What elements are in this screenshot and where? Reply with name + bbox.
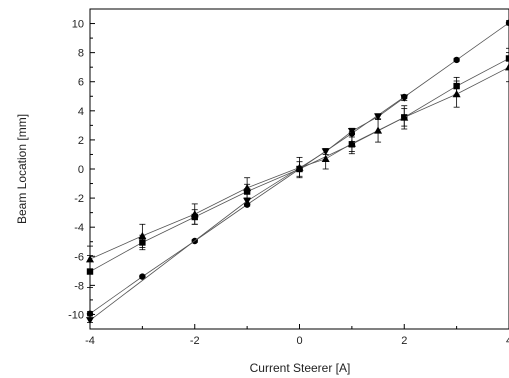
x-tick-label: -4	[85, 335, 95, 347]
x-axis: -4 -2 0 2 4	[85, 324, 509, 347]
marker-triangle-up	[400, 113, 409, 121]
y-tick-label: 2	[78, 135, 84, 147]
y-tick-label: -8	[74, 280, 84, 292]
marker-circle	[139, 273, 146, 280]
marker-triangle-up	[321, 154, 330, 163]
y-tick-label: -2	[74, 193, 84, 205]
series-line	[89, 97, 405, 321]
marker-triangle-up	[243, 183, 252, 192]
marker-triangle-up	[347, 139, 356, 147]
marker-circle	[86, 310, 94, 317]
y-tick-label: 10	[72, 19, 84, 31]
y-tick-label: -10	[68, 309, 84, 321]
marker-square	[505, 55, 509, 62]
x-tick-label: 2	[401, 335, 407, 347]
y-tick-label: 4	[78, 106, 84, 118]
marker-triangle-up	[295, 163, 304, 171]
marker-triangle-down	[374, 113, 383, 121]
marker-triangle-down	[86, 317, 94, 325]
series-triangle-down	[86, 94, 409, 325]
series-triangle-up	[86, 52, 509, 273]
marker-triangle-up	[138, 231, 147, 240]
marker-triangle-up	[374, 126, 383, 134]
marker-triangle-down	[243, 197, 252, 205]
marker-circle	[505, 19, 509, 27]
series-layer	[86, 19, 509, 325]
marker-triangle-down	[400, 94, 409, 102]
y-axis-title: Beam Location [mm]	[15, 114, 29, 224]
y-tick-label: 6	[78, 77, 84, 89]
marker-triangle-up	[505, 63, 509, 71]
x-axis-title: Current Steerer [A]	[250, 361, 351, 375]
y-tick-label: -4	[74, 222, 84, 234]
marker-triangle-up	[190, 210, 199, 218]
x-tick-label: 4	[506, 335, 509, 347]
marker-triangle-down	[347, 127, 356, 136]
marker-triangle-up	[452, 90, 461, 98]
x-tick-label: -2	[190, 335, 200, 347]
y-tick-label: 8	[78, 48, 84, 60]
y-tick-label: -6	[74, 251, 84, 263]
marker-triangle-up	[86, 255, 94, 263]
y-tick-label: 0	[78, 164, 84, 176]
x-tick-label: 0	[296, 335, 302, 347]
y-axis: -10 -8 -6 -4 -2 0 2 4 6 8 10	[68, 19, 95, 321]
marker-circle	[453, 56, 460, 64]
